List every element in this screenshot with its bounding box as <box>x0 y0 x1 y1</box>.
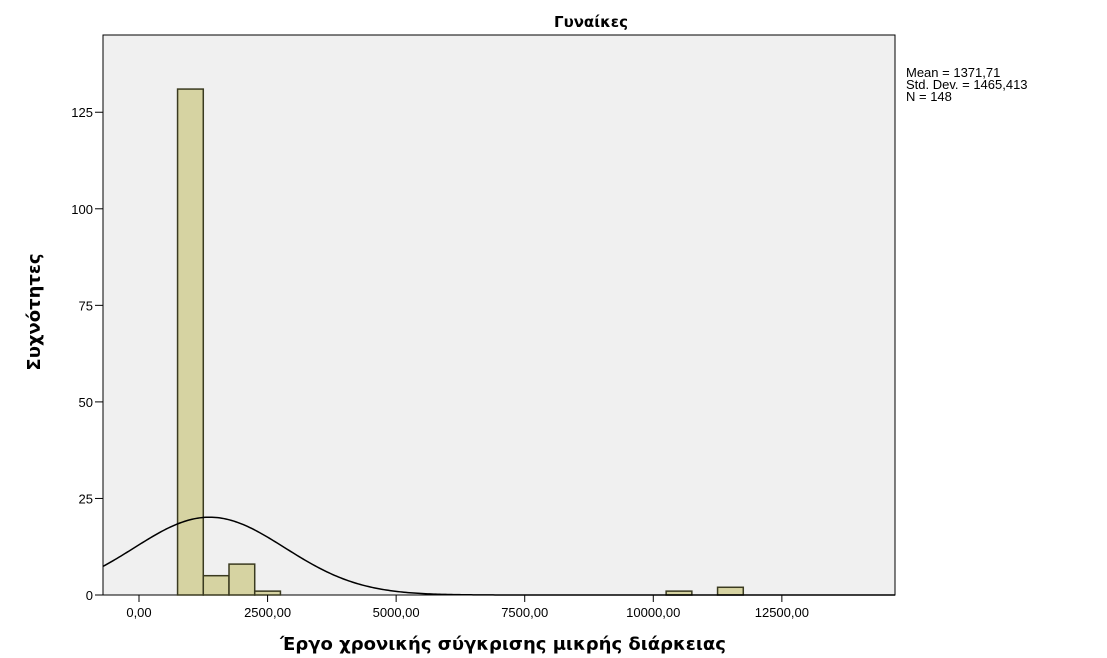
y-tick-label: 50 <box>79 395 93 410</box>
normal-curve <box>102 516 895 596</box>
y-tick-label: 75 <box>79 298 93 313</box>
chart-title: Γυναίκες <box>554 13 628 31</box>
y-axis: 0 25 50 75 100 125 <box>71 105 103 603</box>
x-tick-label: 2500,00 <box>244 605 291 620</box>
histogram-bar <box>202 574 230 596</box>
histogram-bar <box>716 586 745 596</box>
y-tick-label: 100 <box>71 202 93 217</box>
y-tick-label: 25 <box>79 491 93 506</box>
plot-area <box>102 34 896 596</box>
x-tick-label: 10000,00 <box>626 605 680 620</box>
x-axis-title: Έργο χρονικής σύγκρισης μικρής διάρκειας <box>279 634 726 655</box>
x-tick-label: 5000,00 <box>373 605 420 620</box>
y-tick-label: 125 <box>71 105 93 120</box>
x-tick-label: 12500,00 <box>755 605 809 620</box>
y-tick-label: 0 <box>86 588 93 603</box>
stats-line: N = 148 <box>906 89 952 104</box>
x-tick-label: 0,00 <box>126 605 151 620</box>
x-axis: 0,00 2500,00 5000,00 7500,00 10000,00 12500,0… <box>126 595 809 620</box>
histogram-bar <box>253 590 282 596</box>
histogram-bar <box>176 88 205 596</box>
stats-line: Mean = 1371,71 <box>906 65 1000 80</box>
stats-line: Std. Dev. = 1465,413 <box>906 77 1028 92</box>
x-tick-label: 7500,00 <box>501 605 548 620</box>
y-axis-title: Συχνότητες <box>24 253 45 370</box>
bars-group <box>176 88 745 596</box>
histogram-bar <box>228 563 256 596</box>
